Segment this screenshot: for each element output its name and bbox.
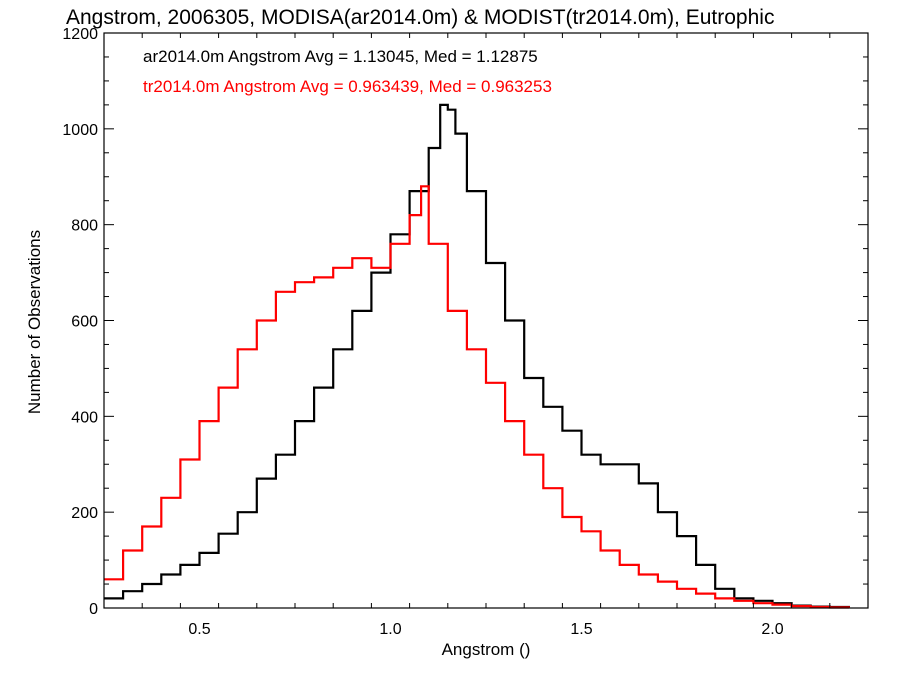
y-tick-label: 0 [89, 601, 98, 618]
x-tick-label: 0.5 [188, 621, 210, 638]
series-line-2 [104, 185, 850, 609]
x-tick-label: 2.0 [761, 621, 783, 638]
series-line-1 [104, 103, 850, 609]
plot-area [104, 103, 850, 609]
x-tick-label: 1.5 [570, 621, 592, 638]
chart-title: Angstrom, 2006305, MODISA(ar2014.0m) & M… [66, 6, 774, 29]
x-axis-label: Angstrom () [442, 640, 531, 659]
x-tick-label: 1.0 [379, 621, 401, 638]
legend-entry-1: ar2014.0m Angstrom Avg = 1.13045, Med = … [143, 47, 538, 66]
y-tick-label: 1000 [62, 122, 98, 139]
legend: ar2014.0m Angstrom Avg = 1.13045, Med = … [143, 47, 552, 96]
legend-entry-2: tr2014.0m Angstrom Avg = 0.963439, Med =… [143, 77, 552, 96]
plot-frame [103, 32, 869, 609]
y-tick-label: 600 [71, 314, 98, 331]
y-axis-label: Number of Observations [25, 230, 44, 414]
y-tick-label: 400 [71, 409, 98, 426]
y-tick-label: 1200 [62, 26, 98, 43]
axes: 0.5 1.0 1.5 2.0 0 200 400 600 800 1000 1200 [62, 26, 869, 638]
y-tick-label: 800 [71, 218, 98, 235]
y-tick-label: 200 [71, 505, 98, 522]
